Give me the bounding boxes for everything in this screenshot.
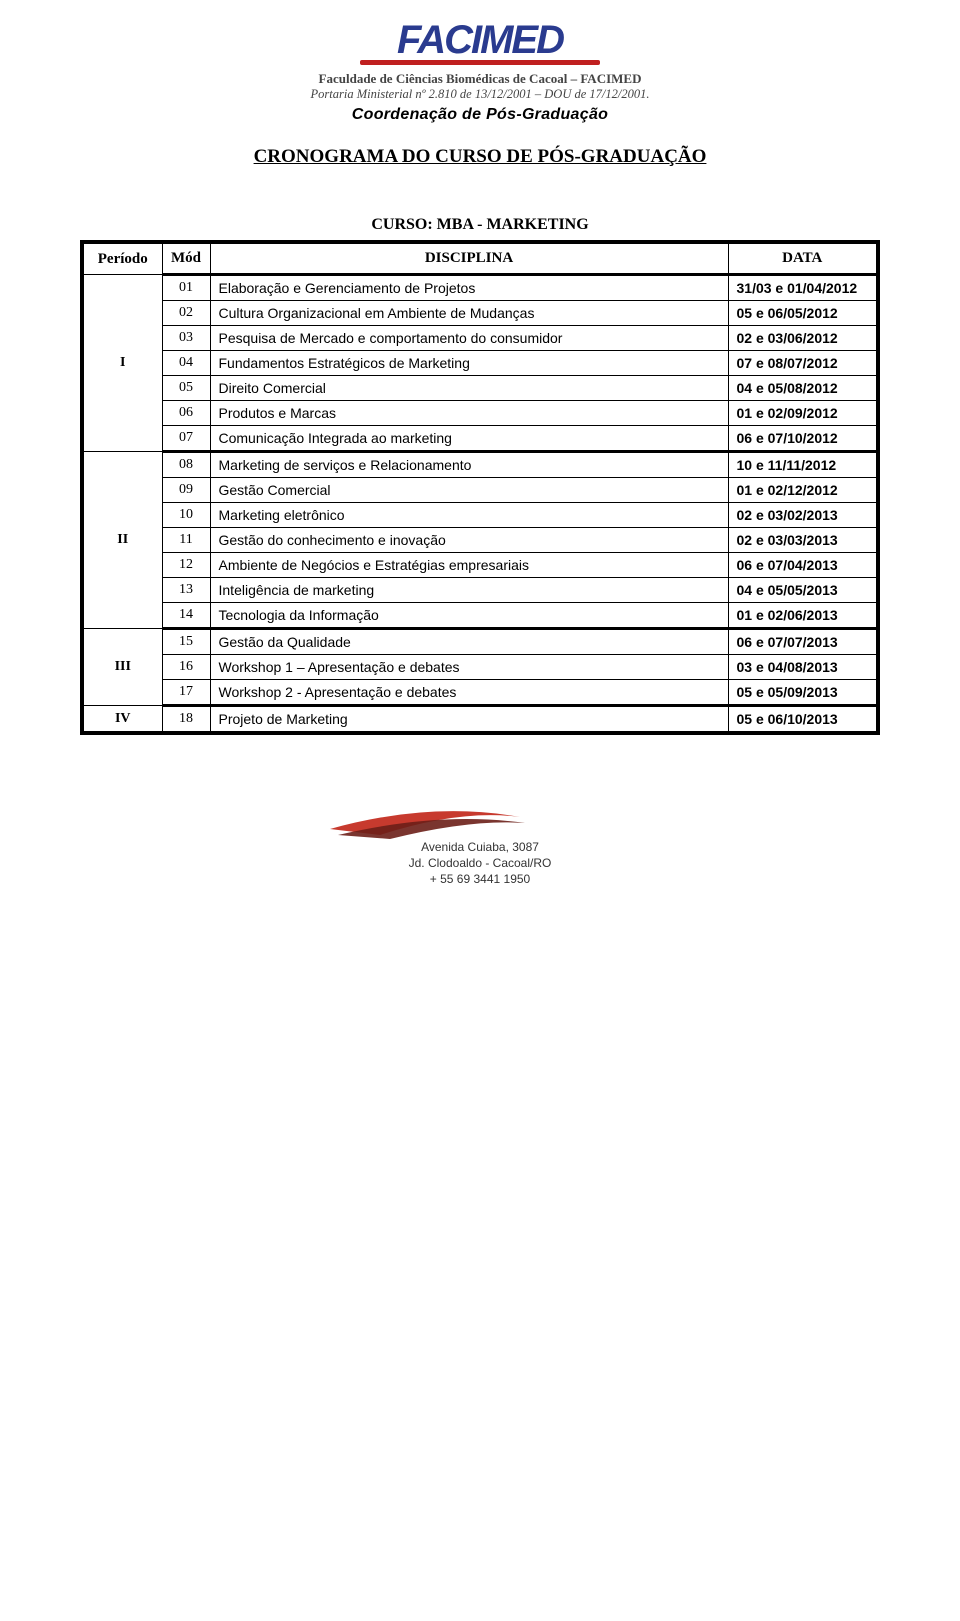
disciplina-cell: Produtos e Marcas xyxy=(210,401,728,426)
disciplina-cell: Marketing eletrônico xyxy=(210,503,728,528)
schedule-table: Período Mód DISCIPLINA DATA I01Elaboraçã… xyxy=(80,240,880,735)
footer-address-2: Jd. Clodoaldo - Cacoal/RO xyxy=(80,855,880,871)
disciplina-cell: Gestão do conhecimento e inovação xyxy=(210,528,728,553)
table-row: 11Gestão do conhecimento e inovação02 e … xyxy=(82,528,878,553)
institution-logo: FACIMED xyxy=(360,20,600,65)
periodo-cell: I xyxy=(82,275,162,452)
periodo-cell: IV xyxy=(82,706,162,734)
table-row: 13Inteligência de marketing04 e 05/05/20… xyxy=(82,578,878,603)
document-title: CRONOGRAMA DO CURSO DE PÓS-GRADUAÇÃO xyxy=(80,146,880,168)
data-cell: 06 e 07/07/2013 xyxy=(728,629,878,655)
periodo-cell: III xyxy=(82,629,162,706)
data-cell: 06 e 07/10/2012 xyxy=(728,426,878,452)
mod-cell: 08 xyxy=(162,452,210,478)
mod-cell: 11 xyxy=(162,528,210,553)
data-cell: 07 e 08/07/2012 xyxy=(728,351,878,376)
data-cell: 04 e 05/05/2013 xyxy=(728,578,878,603)
disciplina-cell: Gestão Comercial xyxy=(210,478,728,503)
col-header-mod: Mód xyxy=(162,242,210,275)
disciplina-cell: Projeto de Marketing xyxy=(210,706,728,734)
data-cell: 03 e 04/08/2013 xyxy=(728,655,878,680)
mod-cell: 01 xyxy=(162,275,210,301)
mod-cell: 03 xyxy=(162,326,210,351)
disciplina-cell: Ambiente de Negócios e Estratégias empre… xyxy=(210,553,728,578)
mod-cell: 13 xyxy=(162,578,210,603)
table-row: 14Tecnologia da Informação01 e 02/06/201… xyxy=(82,603,878,629)
document-footer: Avenida Cuiaba, 3087 Jd. Clodoaldo - Cac… xyxy=(80,795,880,888)
disciplina-cell: Tecnologia da Informação xyxy=(210,603,728,629)
col-header-disciplina: DISCIPLINA xyxy=(210,242,728,275)
table-row: 04Fundamentos Estratégicos de Marketing0… xyxy=(82,351,878,376)
disciplina-cell: Marketing de serviços e Relacionamento xyxy=(210,452,728,478)
data-cell: 01 e 02/12/2012 xyxy=(728,478,878,503)
disciplina-cell: Inteligência de marketing xyxy=(210,578,728,603)
disciplina-cell: Fundamentos Estratégicos de Marketing xyxy=(210,351,728,376)
institution-name: Faculdade de Ciências Biomédicas de Caco… xyxy=(80,71,880,87)
table-row: 16Workshop 1 – Apresentação e debates03 … xyxy=(82,655,878,680)
disciplina-cell: Workshop 1 – Apresentação e debates xyxy=(210,655,728,680)
table-row: 17Workshop 2 - Apresentação e debates05 … xyxy=(82,680,878,706)
table-row: I01Elaboração e Gerenciamento de Projeto… xyxy=(82,275,878,301)
table-row: 12Ambiente de Negócios e Estratégias emp… xyxy=(82,553,878,578)
data-cell: 02 e 03/03/2013 xyxy=(728,528,878,553)
mod-cell: 06 xyxy=(162,401,210,426)
table-row: 07Comunicação Integrada ao marketing06 e… xyxy=(82,426,878,452)
disciplina-cell: Elaboração e Gerenciamento de Projetos xyxy=(210,275,728,301)
mod-cell: 15 xyxy=(162,629,210,655)
mod-cell: 14 xyxy=(162,603,210,629)
data-cell: 05 e 06/05/2012 xyxy=(728,301,878,326)
disciplina-cell: Comunicação Integrada ao marketing xyxy=(210,426,728,452)
data-cell: 10 e 11/11/2012 xyxy=(728,452,878,478)
mod-cell: 10 xyxy=(162,503,210,528)
mod-cell: 04 xyxy=(162,351,210,376)
document-header: FACIMED Faculdade de Ciências Biomédicas… xyxy=(80,20,880,124)
table-row: III15Gestão da Qualidade06 e 07/07/2013 xyxy=(82,629,878,655)
mod-cell: 12 xyxy=(162,553,210,578)
disciplina-cell: Cultura Organizacional em Ambiente de Mu… xyxy=(210,301,728,326)
data-cell: 05 e 06/10/2013 xyxy=(728,706,878,734)
coord-label: Coordenação de Pós-Graduação xyxy=(80,106,880,124)
mod-cell: 05 xyxy=(162,376,210,401)
data-cell: 04 e 05/08/2012 xyxy=(728,376,878,401)
table-header-row: Período Mód DISCIPLINA DATA xyxy=(82,242,878,275)
data-cell: 02 e 03/06/2012 xyxy=(728,326,878,351)
mod-cell: 18 xyxy=(162,706,210,734)
table-row: 05Direito Comercial04 e 05/08/2012 xyxy=(82,376,878,401)
footer-text: Avenida Cuiaba, 3087 Jd. Clodoaldo - Cac… xyxy=(80,839,880,888)
table-row: 03Pesquisa de Mercado e comportamento do… xyxy=(82,326,878,351)
table-row: IV18Projeto de Marketing05 e 06/10/2013 xyxy=(82,706,878,734)
data-cell: 01 e 02/09/2012 xyxy=(728,401,878,426)
data-cell: 05 e 05/09/2013 xyxy=(728,680,878,706)
table-row: 09Gestão Comercial01 e 02/12/2012 xyxy=(82,478,878,503)
mod-cell: 09 xyxy=(162,478,210,503)
disciplina-cell: Pesquisa de Mercado e comportamento do c… xyxy=(210,326,728,351)
data-cell: 01 e 02/06/2013 xyxy=(728,603,878,629)
mod-cell: 02 xyxy=(162,301,210,326)
mod-cell: 07 xyxy=(162,426,210,452)
mod-cell: 16 xyxy=(162,655,210,680)
periodo-cell: II xyxy=(82,452,162,629)
mod-cell: 17 xyxy=(162,680,210,706)
col-header-periodo: Período xyxy=(82,242,162,275)
data-cell: 31/03 e 01/04/2012 xyxy=(728,275,878,301)
footer-swoosh xyxy=(320,795,640,843)
disciplina-cell: Workshop 2 - Apresentação e debates xyxy=(210,680,728,706)
table-row: 10Marketing eletrônico02 e 03/02/2013 xyxy=(82,503,878,528)
course-title: CURSO: MBA - MARKETING xyxy=(80,216,880,234)
col-header-data: DATA xyxy=(728,242,878,275)
table-row: 02Cultura Organizacional em Ambiente de … xyxy=(82,301,878,326)
disciplina-cell: Gestão da Qualidade xyxy=(210,629,728,655)
footer-phone: + 55 69 3441 1950 xyxy=(80,871,880,887)
table-row: 06Produtos e Marcas01 e 02/09/2012 xyxy=(82,401,878,426)
disciplina-cell: Direito Comercial xyxy=(210,376,728,401)
logo-text: FACIMED xyxy=(360,20,600,60)
table-row: II08Marketing de serviços e Relacionamen… xyxy=(82,452,878,478)
data-cell: 02 e 03/02/2013 xyxy=(728,503,878,528)
data-cell: 06 e 07/04/2013 xyxy=(728,553,878,578)
institution-portaria: Portaria Ministerial nº 2.810 de 13/12/2… xyxy=(80,87,880,102)
